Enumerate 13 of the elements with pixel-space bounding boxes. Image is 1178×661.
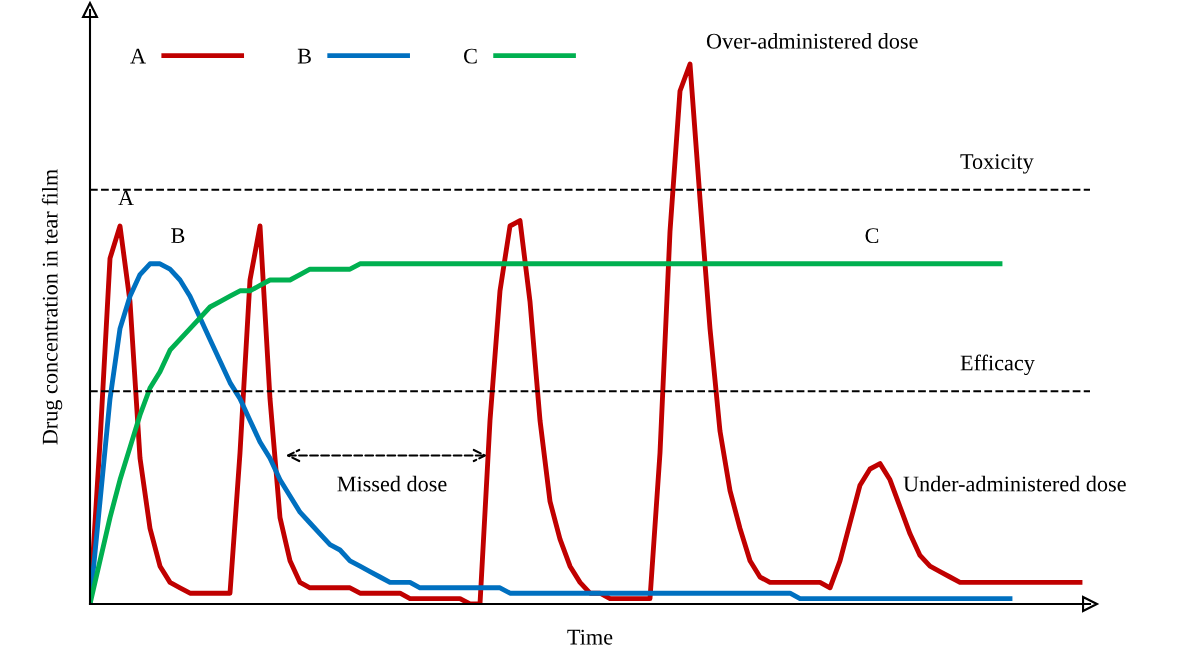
annotation: Missed dose bbox=[337, 475, 447, 492]
x-axis-title: Time bbox=[567, 629, 613, 645]
ref-line-label: Efficacy bbox=[960, 354, 1035, 376]
annotation: Under-administered dose bbox=[903, 475, 1126, 492]
annotation: B bbox=[171, 228, 185, 243]
text: Over-administered dose bbox=[706, 33, 918, 49]
ref-line-label: Toxicity bbox=[960, 154, 1034, 174]
annotation: C bbox=[865, 228, 879, 244]
legend-label: C bbox=[464, 48, 477, 64]
annotation: A bbox=[118, 190, 134, 206]
legend-label: A bbox=[130, 48, 146, 64]
legend-label: B bbox=[297, 48, 311, 64]
y-axis-title: Drug concentration in tear film bbox=[41, 169, 63, 445]
